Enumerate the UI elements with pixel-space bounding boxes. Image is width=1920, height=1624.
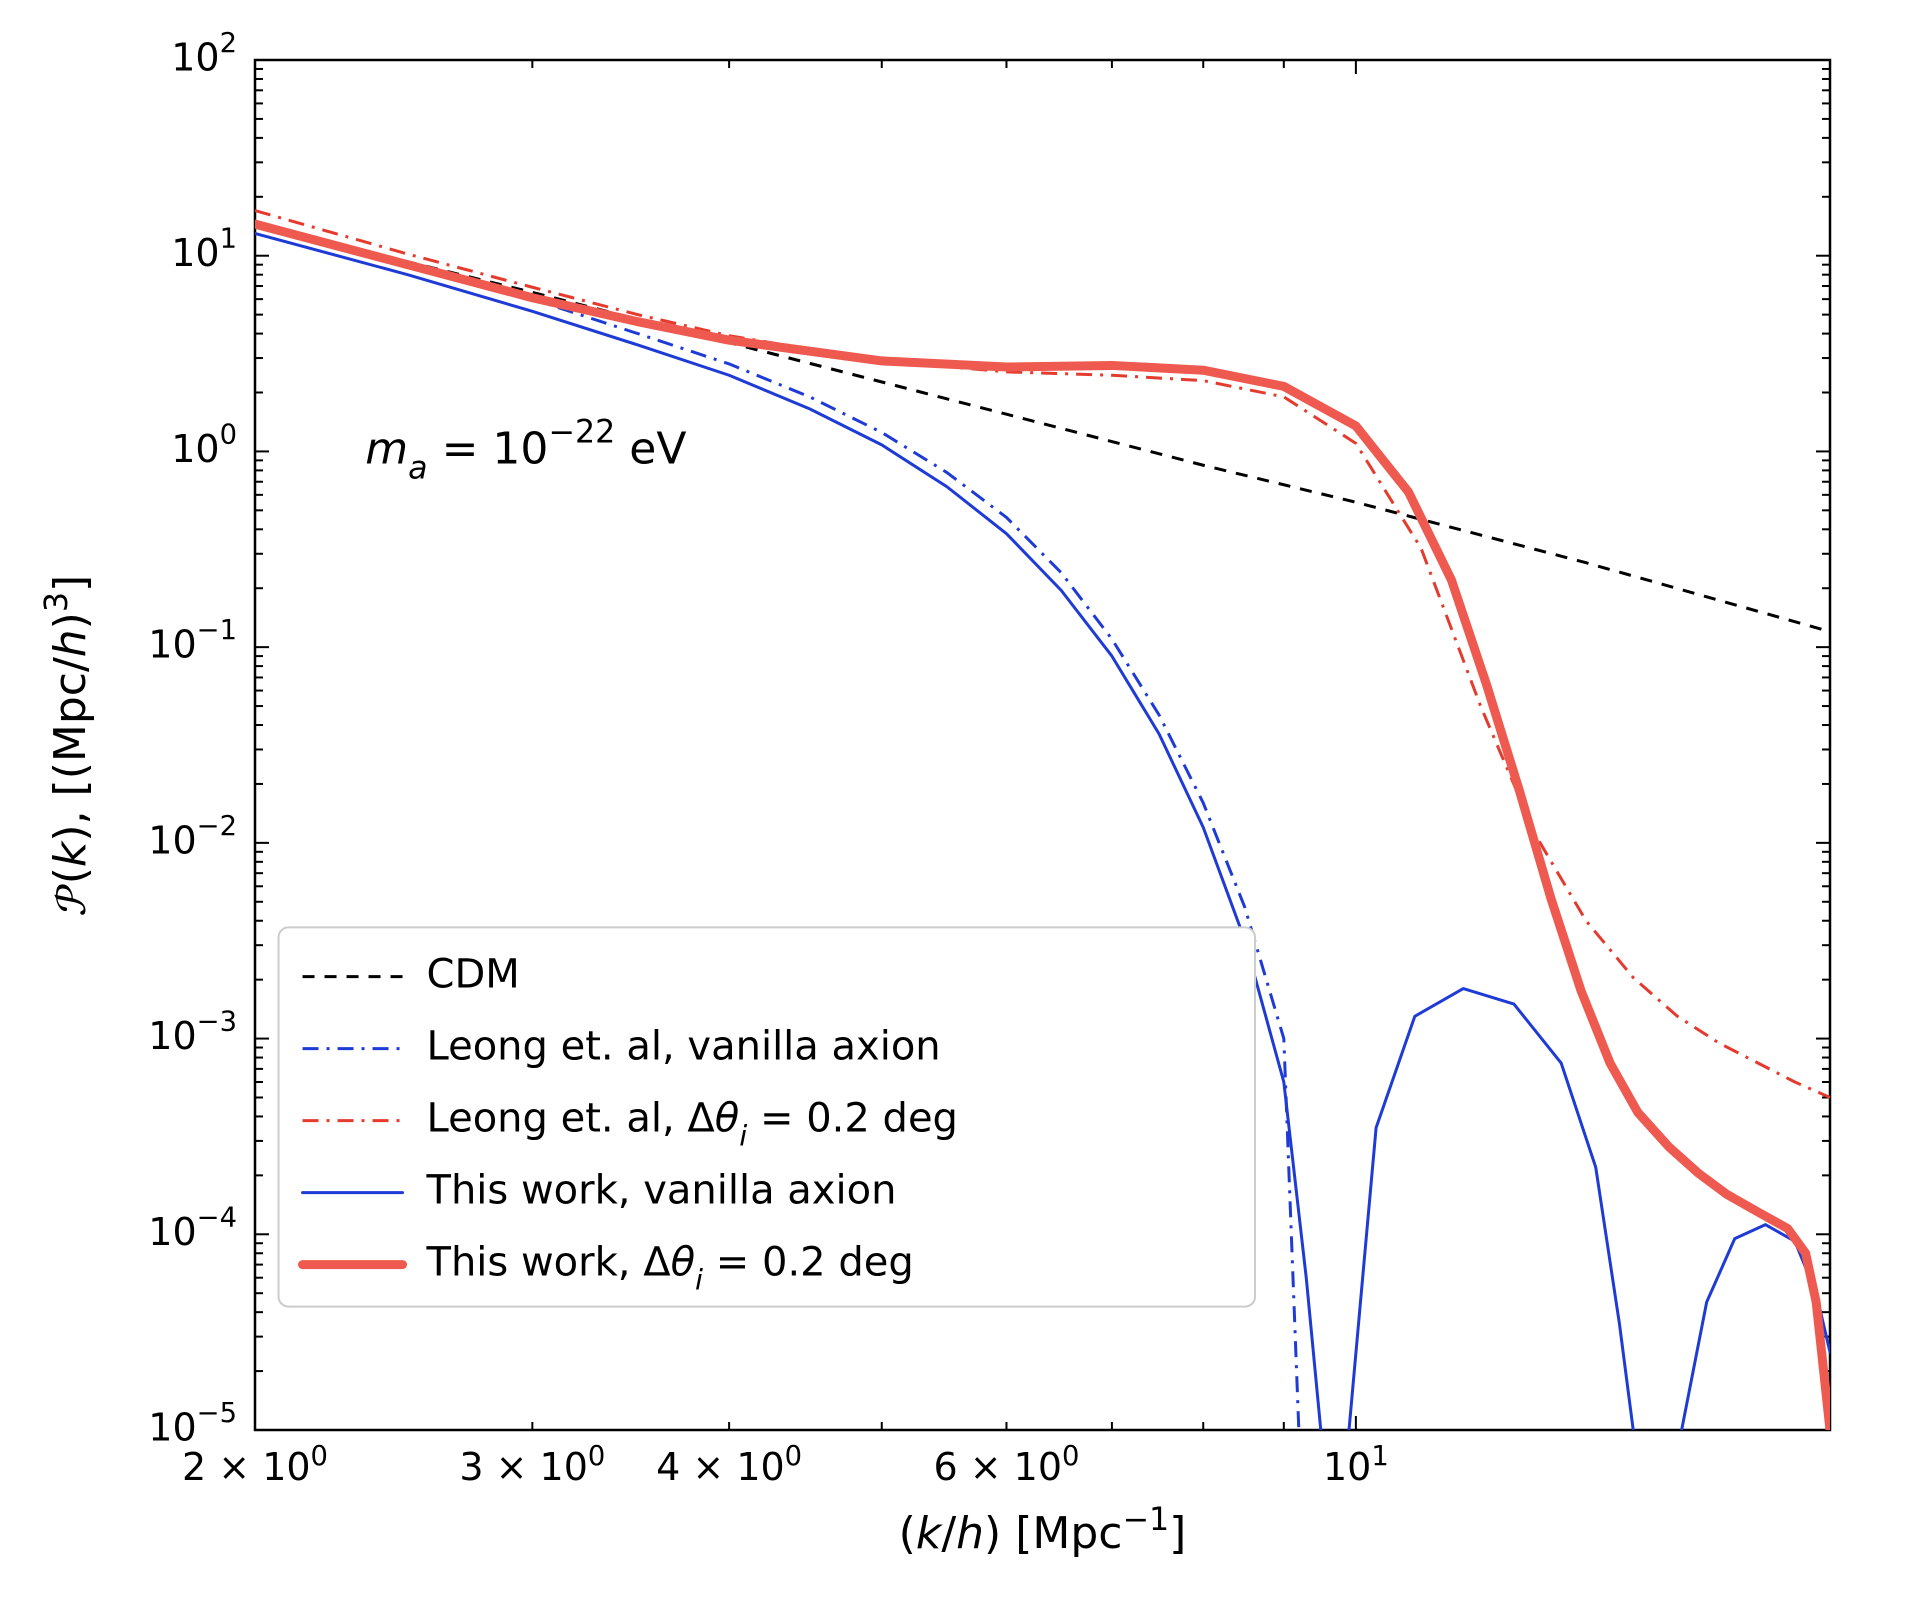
xtick-label: 2 × 100 bbox=[182, 1441, 328, 1490]
legend-label: CDM bbox=[427, 952, 520, 998]
legend-label: This work, vanilla axion bbox=[426, 1168, 897, 1214]
power-spectrum-chart: 10−510−410−310−210−11001011021012 × 1003… bbox=[0, 0, 1920, 1624]
chart-container: 10−510−410−310−210−11001011021012 × 1003… bbox=[0, 0, 1920, 1624]
xtick-label: 4 × 100 bbox=[656, 1441, 802, 1490]
legend: CDMLeong et. al, vanilla axionLeong et. … bbox=[279, 927, 1256, 1306]
y-axis-label: 𝒫(k), [(Mpc/h)3] bbox=[39, 575, 96, 915]
legend-label: Leong et. al, vanilla axion bbox=[427, 1024, 941, 1070]
xtick-label: 3 × 100 bbox=[459, 1441, 605, 1490]
xtick-label: 6 × 100 bbox=[933, 1441, 1079, 1490]
